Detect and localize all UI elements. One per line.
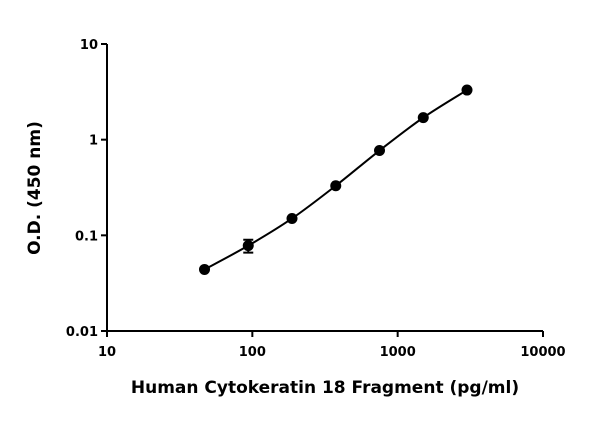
y-tick-label: 10 — [80, 38, 98, 53]
y-tick-label: 1 — [89, 134, 98, 149]
x-tick-label: 100 — [239, 345, 266, 360]
data-point — [242, 240, 254, 252]
data-point — [374, 145, 386, 157]
y-axis-title: O.D. (450 nm) — [25, 121, 45, 255]
data-point — [461, 84, 473, 96]
y-tick-label: 0.01 — [66, 325, 98, 340]
data-point — [286, 212, 298, 224]
y-tick-label: 0.1 — [75, 229, 98, 244]
data-point — [330, 180, 342, 192]
data-point — [417, 112, 429, 124]
x-tick-label: 1000 — [380, 345, 416, 360]
data-point — [199, 263, 211, 275]
x-tick-label: 10000 — [520, 345, 565, 360]
x-tick-label: 10 — [98, 345, 116, 360]
x-axis-title: Human Cytokeratin 18 Fragment (pg/ml) — [131, 378, 519, 398]
